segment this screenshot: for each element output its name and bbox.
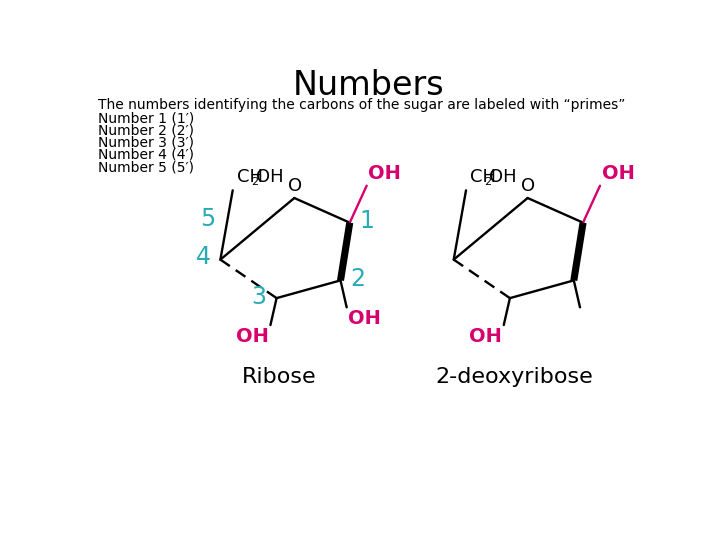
Text: CH: CH [237, 168, 263, 186]
Text: Number 1 (1′): Number 1 (1′) [98, 111, 194, 125]
Text: 5: 5 [200, 207, 216, 231]
Text: Number 5 (5′): Number 5 (5′) [98, 160, 194, 174]
Text: O: O [288, 177, 302, 195]
Text: OH: OH [256, 168, 284, 186]
Text: The numbers identifying the carbons of the sugar are labeled with “primes”: The numbers identifying the carbons of t… [98, 98, 626, 112]
Text: Numbers: Numbers [293, 69, 445, 102]
Text: 2: 2 [251, 177, 258, 187]
Text: OH: OH [489, 168, 517, 186]
Text: OH: OH [368, 164, 401, 184]
Text: 3: 3 [251, 285, 266, 308]
Text: 2: 2 [485, 177, 492, 187]
Text: 4: 4 [196, 245, 211, 268]
Text: 2: 2 [350, 267, 365, 291]
Text: 2-deoxyribose: 2-deoxyribose [435, 367, 593, 387]
Text: OH: OH [601, 164, 634, 184]
Text: O: O [521, 177, 536, 195]
Text: OH: OH [236, 327, 269, 346]
Text: OH: OH [348, 309, 381, 328]
Text: Ribose: Ribose [242, 367, 316, 387]
Text: Number 3 (3′): Number 3 (3′) [98, 136, 194, 150]
Text: Number 2 (2′): Number 2 (2′) [98, 123, 194, 137]
Text: Number 4 (4′): Number 4 (4′) [98, 148, 194, 162]
Text: CH: CH [470, 168, 496, 186]
Text: 1: 1 [359, 209, 374, 233]
Text: OH: OH [469, 327, 503, 346]
